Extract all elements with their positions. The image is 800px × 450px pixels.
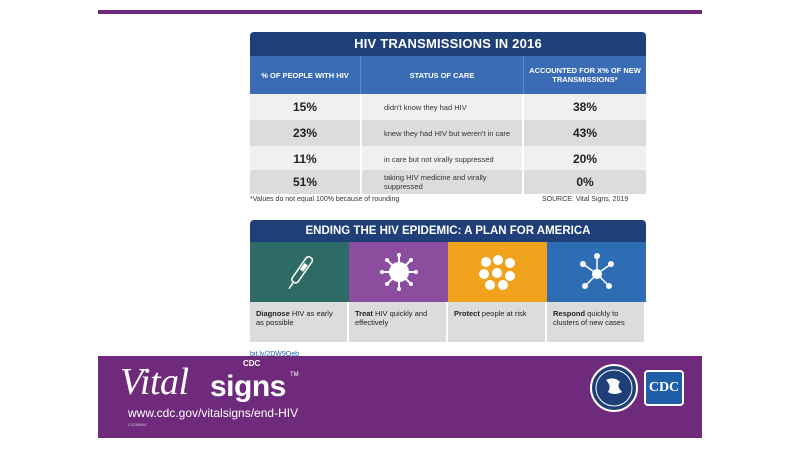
table-header: % OF PEOPLE WITH HIV STATUS OF CARE ACCO… [250,56,646,94]
footer-url[interactable]: www.cdc.gov/vitalsigns/end-HIV [128,406,299,420]
transmissions-pct: 20% [572,152,598,166]
plan-caption-rest: quickly to clusters of new cases [553,309,625,327]
brand-trademark: TM [290,372,299,378]
plan-grid: Diagnose HIV as early as possible Treat … [250,242,646,342]
plan-caption: Treat HIV quickly and effectively [349,302,448,342]
table-row: 15% didn't know they had HIV 38% [250,94,646,120]
header-people-pct: % OF PEOPLE WITH HIV [261,70,349,80]
slide: HIV TRANSMISSIONS IN 2016 % OF PEOPLE WI… [98,10,702,438]
plan-item-protect: Protect people at risk [448,242,547,342]
source-note: SOURCE: Vital Signs, 2019 [542,196,629,203]
plan-item-respond: Respond quickly to clusters of new cases [547,242,646,342]
plan-caption-rest: HIV quickly and effectively [355,309,428,327]
plan-caption-rest: HIV as early as possible [256,309,333,327]
plan-caption-bold: Diagnose [256,309,290,318]
status-of-care: taking HIV medicine and virally suppress… [360,170,524,194]
plan-caption-bold: Treat [355,309,373,318]
people-pct: 51% [292,175,318,189]
table-title: HIV TRANSMISSIONS IN 2016 [250,32,646,56]
virus-icon [349,242,448,302]
people-pct: 11% [293,152,317,166]
cells-icon [448,242,547,302]
transmissions-pct: 43% [572,126,598,140]
people-pct: 15% [292,100,318,114]
table-row: 51% taking HIV medicine and virally supp… [250,170,646,194]
plan-caption: Protect people at risk [448,302,547,342]
plan-item-treat: Treat HIV quickly and effectively [349,242,448,342]
people-pct: 23% [292,126,318,140]
plan-caption: Diagnose HIV as early as possible [250,302,349,342]
footnote: *Values do not equal 100% because of rou… [250,196,400,203]
network-icon [547,242,646,302]
footer-banner: Vital signs CDC TM www.cdc.gov/vitalsign… [98,356,702,438]
top-rule [98,10,702,14]
status-of-care: knew they had HIV but weren't in care [360,120,524,146]
transmissions-pct: 0% [576,175,594,189]
table-row: 23% knew they had HIV but weren't in car… [250,120,646,146]
plan-title: ENDING THE HIV EPIDEMIC: A PLAN FOR AMER… [250,220,646,242]
brand-vital: Vital [120,361,189,403]
cdc-logo: CDC [644,370,684,406]
plan-caption: Respond quickly to clusters of new cases [547,302,646,342]
plan-caption-bold: Respond [553,309,586,318]
header-status: STATUS OF CARE [360,56,524,94]
hhs-seal-icon [590,364,638,412]
status-of-care: in care but not virally suppressed [360,146,524,172]
test-swab-icon [250,242,349,302]
plan-caption-bold: Protect [454,309,480,318]
header-transmissions: ACCOUNTED FOR X% OF NEW TRANSMISSIONS* [529,66,641,84]
status-of-care: didn't know they had HIV [360,94,524,120]
brand-signs: signs [210,370,286,403]
plan-item-diagnose: Diagnose HIV as early as possible [250,242,349,342]
document-code: CS289661 [128,422,147,427]
table-row: 11% in care but not virally suppressed 2… [250,146,646,172]
plan-caption-rest: people at risk [479,309,527,318]
short-link[interactable]: bit.ly/2DW9Oeb [250,351,300,358]
brand-cdc-small: CDC [243,359,261,368]
transmissions-pct: 38% [572,100,598,114]
